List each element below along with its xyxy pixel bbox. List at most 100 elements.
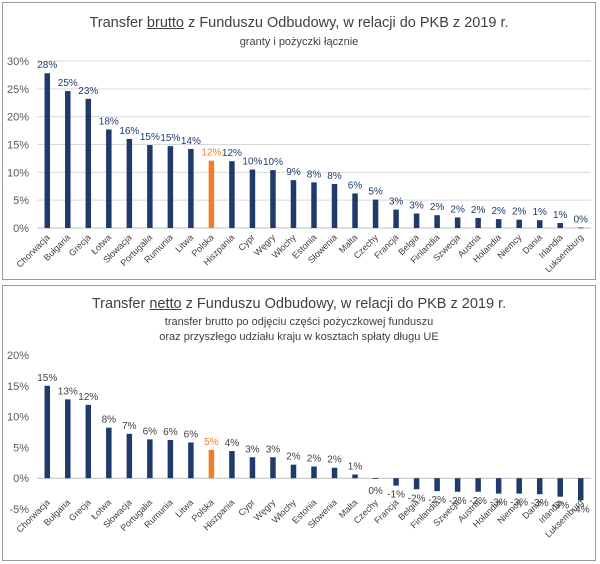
bar-Włochy [290,180,297,228]
data-label: 10% [242,157,262,168]
y-tick-label: 30% [7,56,29,68]
data-label: 13% [58,386,78,397]
bar-Cypr [249,169,256,228]
bar-Słowacja [126,138,133,228]
data-label: 8% [307,169,322,180]
bar-Polska [208,449,215,479]
bar-Belgia [413,213,420,228]
bar-Malta [352,474,358,479]
data-label: 23% [78,86,98,97]
data-label: 8% [327,171,342,182]
data-label: -3% [490,498,508,509]
data-label: 12% [78,392,98,403]
data-label: -2% [428,495,446,506]
data-label: 15% [140,132,160,143]
bar-Niemcy [516,478,522,494]
data-label: 2% [430,202,445,213]
bar-Słowacja [126,433,133,479]
data-label: 6% [348,180,363,191]
bar-Niemcy [516,219,522,228]
chart-title: Transfer brutto z Funduszu Odbudowy, w r… [89,15,509,31]
data-label: 15% [37,373,57,384]
bar-Portugalia [147,145,153,228]
bar-chart-brutto: 0%5%10%15%20%25%30% 28%Chorwacja25%Bułgar… [7,56,591,274]
bar-Węgry [270,170,276,228]
data-label: 12% [222,148,242,159]
chart-subtitle: granty i pożyczki łącznie [239,36,359,48]
bar-Malta [352,193,358,228]
data-label: 0% [368,486,383,497]
data-label: 2% [491,206,506,217]
data-label: 3% [409,201,424,212]
bar-Grecja [85,404,92,479]
chart-title: Transfer netto z Funduszu Odbudowy, w re… [91,296,507,312]
y-tick-label: 0% [13,473,29,485]
bar-Irlandia [557,222,563,228]
bar-Francja [393,209,399,228]
data-label: -3% [510,498,528,509]
chart-subtitle-line-2: oraz przyszłego udziału kraju w kosztach… [159,331,439,343]
data-label: -2% [408,493,426,504]
data-label: 4% [225,438,240,449]
y-tick-label: 5% [13,442,29,454]
bar-Szwecja [454,217,461,228]
bar-Węgry [270,457,276,479]
bar-Słowenia [331,184,338,228]
data-label: -4% [572,504,590,515]
bar-Belgia [413,478,420,490]
bar-Włochy [290,464,297,479]
bar-Cypr [249,457,256,479]
data-label: 8% [102,415,117,426]
bar-Hiszpania [229,161,235,228]
bar-Austria [475,478,481,492]
bar-Chorwacja [44,385,51,479]
bar-Estonia [311,182,317,228]
bar-Rumunia [167,146,174,228]
bar-Bułgaria [65,91,71,228]
data-label: 5% [368,187,383,198]
bar-Finlandia [434,478,440,492]
bar-Luksemburg [577,227,584,229]
bar-Chorwacja [44,73,51,228]
data-label: 10% [263,157,283,168]
bar-Polska [208,160,215,228]
data-label: 2% [307,453,322,464]
bar-Grecja [85,98,92,228]
data-label: 2% [450,204,465,215]
bar-Portugalia [147,439,153,479]
data-label: 1% [532,207,547,218]
bar-Irlandia [557,478,563,497]
bar-Dania [536,220,543,228]
data-label: 2% [327,455,342,466]
data-label: 14% [181,136,201,147]
bar-Holandia [495,478,502,494]
bar-Luksemburg [577,478,584,501]
data-label: -1% [387,490,405,501]
x-tick-label: Grecja [67,232,93,258]
chart-subtitle-line-1: transfer brutto po odjęciu części pożycz… [164,316,434,328]
data-label: 12% [201,148,221,159]
bar-Rumunia [167,440,174,479]
bar-Francja [393,478,399,486]
data-label: 3% [389,197,404,208]
data-label: 1% [553,210,568,221]
data-label: 5% [204,437,219,448]
bar-chart-netto: -5%0%5%10%15%20%15%Chorwacja13%Bułgaria1… [7,350,591,539]
y-tick-label: 20% [7,350,29,362]
bar-Holandia [495,219,502,228]
chart-panel-netto: Transfer netto z Funduszu Odbudowy, w re… [2,285,596,561]
data-label: 0% [574,214,589,225]
bar-Łotwa [106,129,112,228]
data-label: 3% [245,444,260,455]
data-label: 2% [471,205,486,216]
data-label: 1% [348,462,363,473]
data-label: -3% [531,498,549,509]
data-label: -2% [449,496,467,507]
data-label: 6% [184,429,199,440]
bar-Austria [475,217,481,228]
y-tick-label: 20% [7,112,29,124]
data-label: -2% [469,496,487,507]
data-label: 15% [160,133,180,144]
chart-panel-brutto: Transfer brutto z Funduszu Odbudowy, w r… [2,2,596,280]
bar-Łotwa [106,427,112,479]
